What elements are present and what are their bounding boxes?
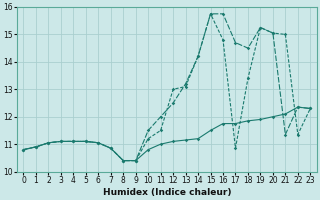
X-axis label: Humidex (Indice chaleur): Humidex (Indice chaleur) (103, 188, 231, 197)
